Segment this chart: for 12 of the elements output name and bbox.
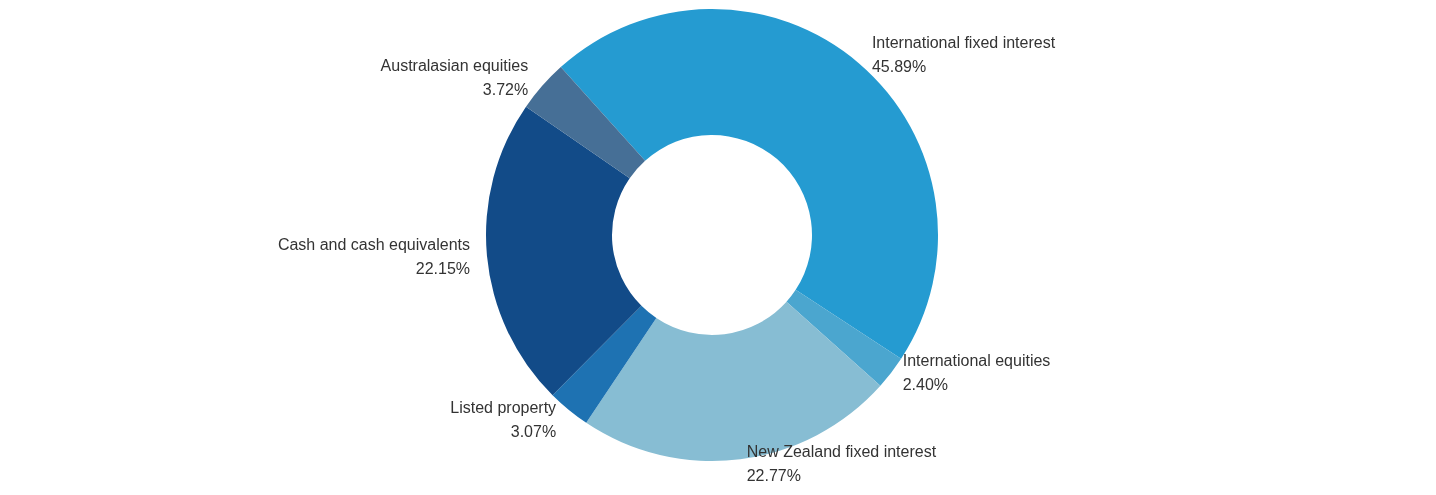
data-label: 2.40% <box>902 376 949 394</box>
slice-label: New Zealand fixed interest <box>746 442 937 460</box>
data-label: 22.15% <box>415 260 470 278</box>
slice-label: Australasian equities <box>380 57 529 75</box>
data-label: 3.07% <box>510 422 557 440</box>
slice-label: International equities <box>902 352 1051 370</box>
data-label: 3.72% <box>482 81 529 99</box>
slice-label: International fixed interest <box>871 33 1056 51</box>
data-label: 22.77% <box>746 466 801 484</box>
slice-label: Cash and cash equivalents <box>277 236 470 254</box>
slice-label: Listed property <box>450 398 557 416</box>
data-label: 45.89% <box>871 57 927 75</box>
